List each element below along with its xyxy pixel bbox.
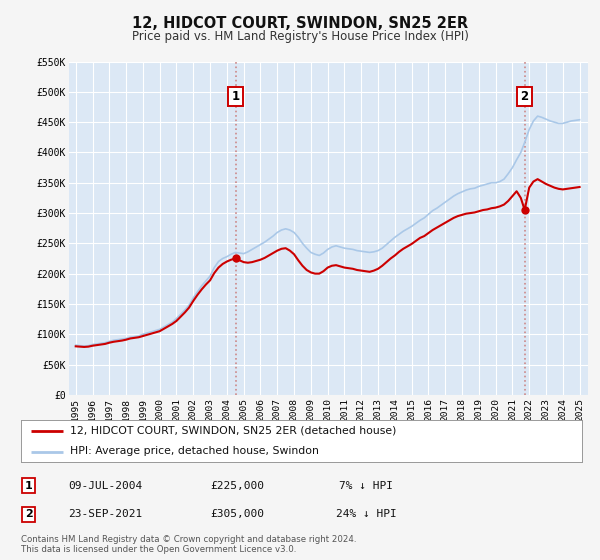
- Text: 2: 2: [521, 90, 529, 103]
- Text: 24% ↓ HPI: 24% ↓ HPI: [335, 509, 397, 519]
- Text: 12, HIDCOT COURT, SWINDON, SN25 2ER: 12, HIDCOT COURT, SWINDON, SN25 2ER: [132, 16, 468, 31]
- Text: 23-SEP-2021: 23-SEP-2021: [68, 509, 142, 519]
- Text: 2: 2: [25, 509, 32, 519]
- Text: 09-JUL-2004: 09-JUL-2004: [68, 480, 142, 491]
- Text: Price paid vs. HM Land Registry's House Price Index (HPI): Price paid vs. HM Land Registry's House …: [131, 30, 469, 43]
- Text: 1: 1: [25, 480, 32, 491]
- Text: 1: 1: [232, 90, 239, 103]
- Text: £305,000: £305,000: [210, 509, 264, 519]
- Text: 12, HIDCOT COURT, SWINDON, SN25 2ER (detached house): 12, HIDCOT COURT, SWINDON, SN25 2ER (det…: [70, 426, 397, 436]
- Text: £225,000: £225,000: [210, 480, 264, 491]
- Text: Contains HM Land Registry data © Crown copyright and database right 2024.: Contains HM Land Registry data © Crown c…: [21, 535, 356, 544]
- Text: HPI: Average price, detached house, Swindon: HPI: Average price, detached house, Swin…: [70, 446, 319, 456]
- Text: 7% ↓ HPI: 7% ↓ HPI: [339, 480, 393, 491]
- Text: This data is licensed under the Open Government Licence v3.0.: This data is licensed under the Open Gov…: [21, 545, 296, 554]
